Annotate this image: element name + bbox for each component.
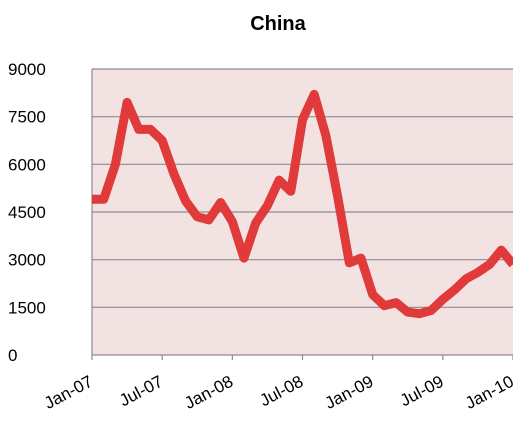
data-point bbox=[489, 263, 491, 265]
data-point bbox=[313, 93, 315, 95]
series-layer bbox=[91, 89, 513, 319]
data-point bbox=[302, 119, 303, 121]
data-point bbox=[208, 219, 210, 221]
y-tick-label: 7500 bbox=[8, 108, 46, 127]
x-tick-label: Jan-07 bbox=[41, 372, 96, 413]
data-point bbox=[290, 190, 292, 192]
data-point bbox=[220, 202, 222, 203]
y-tick-label: 9000 bbox=[8, 60, 46, 79]
data-point bbox=[430, 310, 432, 311]
data-point bbox=[278, 179, 280, 181]
data-point bbox=[185, 200, 187, 202]
data-point bbox=[126, 101, 128, 103]
y-tick-label: 4500 bbox=[8, 203, 46, 222]
data-point bbox=[500, 249, 502, 251]
y-tick-label: 3000 bbox=[8, 251, 46, 270]
data-point bbox=[231, 221, 233, 222]
x-tick-label: Jan-10 bbox=[462, 372, 513, 413]
data-point bbox=[91, 198, 93, 200]
y-tick-label: 0 bbox=[8, 346, 17, 365]
data-point bbox=[196, 216, 198, 218]
data-point bbox=[114, 163, 116, 165]
data-point bbox=[465, 278, 467, 280]
x-tick-label: Jul-09 bbox=[397, 372, 447, 411]
data-point bbox=[138, 128, 140, 130]
data-point bbox=[150, 128, 151, 130]
data-point bbox=[243, 257, 245, 259]
data-point bbox=[383, 305, 385, 307]
data-point bbox=[173, 173, 175, 175]
data-point bbox=[407, 311, 409, 313]
data-point bbox=[255, 222, 257, 224]
data-point bbox=[161, 140, 163, 141]
data-point bbox=[418, 313, 420, 315]
x-axis: Jan-07 Jul-07 Jan-08 Jul-08 Jan-09 Jul-09 Jan-… bbox=[41, 354, 513, 413]
data-point bbox=[395, 302, 397, 304]
x-tick-label: Jan-09 bbox=[322, 372, 377, 413]
y-axis: 0 1500 3000 4500 6000 7500 9000 bbox=[8, 60, 93, 365]
data-point bbox=[103, 198, 105, 200]
data-point bbox=[348, 262, 350, 264]
y-tick-label: 6000 bbox=[8, 155, 46, 174]
data-point bbox=[266, 205, 268, 207]
data-point bbox=[454, 289, 455, 291]
y-tick-label: 1500 bbox=[8, 298, 46, 317]
x-tick-label: Jan-08 bbox=[181, 372, 236, 413]
x-tick-label: Jul-08 bbox=[257, 372, 307, 411]
data-point bbox=[337, 195, 339, 197]
data-point bbox=[477, 271, 479, 273]
data-point bbox=[372, 294, 374, 296]
data-point bbox=[360, 257, 362, 259]
x-tick-label: Jul-07 bbox=[116, 372, 166, 411]
chart-title: China bbox=[250, 13, 306, 35]
data-point bbox=[442, 298, 444, 300]
data-point bbox=[325, 135, 327, 137]
